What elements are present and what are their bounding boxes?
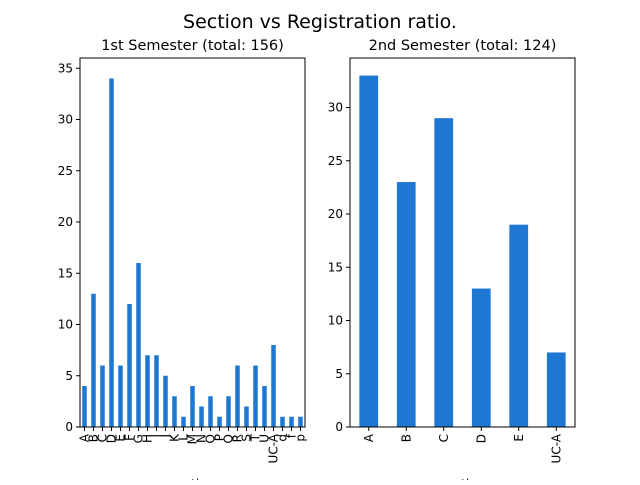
x-tick-label: D	[105, 434, 119, 443]
figure-suptitle: Section vs Registration ratio.	[183, 11, 457, 33]
bar-D	[471, 288, 491, 427]
x-tick-label: I	[150, 434, 164, 438]
y-tick-label: 5	[335, 367, 343, 381]
y-tick-label: 35	[58, 61, 73, 75]
x-tick-label: B	[87, 434, 101, 442]
x-tick-label: p	[294, 434, 308, 442]
x-tick-label: T	[249, 433, 263, 442]
bar-H	[145, 355, 150, 427]
bar-p	[298, 416, 303, 427]
bar-C	[434, 118, 454, 428]
x-tick-label: Q	[222, 434, 236, 443]
y-tick-label: 20	[328, 207, 343, 221]
bar-C	[100, 365, 105, 427]
x-tick-label: H	[141, 434, 155, 443]
x-tick-label: C	[437, 434, 451, 442]
bar-J	[163, 375, 168, 427]
x-tick-label: C	[96, 434, 110, 442]
bar-E	[118, 365, 123, 427]
y-tick-label: 30	[328, 101, 343, 115]
x-tick-label: O	[204, 434, 218, 443]
x-tick-label: S	[240, 434, 254, 442]
y-tick-label: 10	[328, 314, 343, 328]
bar-UC-A	[271, 345, 276, 427]
y-tick-label: 20	[58, 215, 73, 229]
x-tick-label: R	[231, 434, 245, 442]
x-tick-label: B	[399, 434, 413, 442]
bar-L	[181, 416, 186, 427]
bar-D	[109, 78, 114, 427]
x-tick-label: U	[258, 434, 272, 443]
subplot-2-frame	[349, 57, 576, 428]
x-tick-label: N	[195, 434, 209, 443]
x-tick-label: J	[159, 434, 173, 439]
bar-I	[154, 355, 159, 427]
bar-Q	[226, 396, 231, 427]
bar-E	[509, 224, 529, 427]
subplot-2: 2nd Semester (total: 124) 0 5 10 15 20 25 30 A B C…	[328, 38, 576, 485]
x-tick-label: F	[123, 434, 137, 441]
bar-F	[127, 304, 132, 427]
x-tick-label: E	[512, 434, 526, 442]
bar-G	[136, 263, 141, 427]
y-tick-label: 0	[335, 420, 343, 434]
bar-A	[359, 75, 379, 427]
y-tick-label: 30	[58, 113, 73, 127]
x-tick-label: UC-A	[549, 433, 563, 463]
bar-B	[396, 182, 416, 427]
x-tick-label: A	[362, 433, 376, 442]
subplot-1-title: 1st Semester (total: 156)	[101, 38, 284, 54]
y-tick-label: 25	[328, 154, 343, 168]
subplot-1: 1st Semester (total: 156) 0 5 10 15 20 25 30 35 A…	[58, 38, 308, 485]
x-tick-label: K	[168, 433, 182, 442]
y-tick-label: 15	[58, 266, 73, 280]
bar-K	[172, 396, 177, 427]
x-tick-label: M	[186, 434, 200, 444]
bar-S	[244, 406, 249, 427]
x-tick-label: E	[114, 434, 128, 442]
bar-N	[199, 406, 204, 427]
bar-T	[253, 365, 258, 427]
bar-O	[208, 396, 213, 427]
bar-A	[82, 386, 87, 427]
bar-R	[235, 365, 240, 427]
bar-d	[280, 416, 285, 427]
x-tick-label: P	[213, 434, 227, 441]
x-tick-label: UC-A	[267, 433, 281, 463]
bar-P	[217, 416, 222, 427]
x-tick-label: L	[177, 434, 191, 441]
subplot-2-title: 2nd Semester (total: 124)	[369, 38, 557, 54]
bar-U	[262, 386, 267, 427]
x-tick-label: A	[78, 433, 92, 442]
x-tick-label: f	[285, 433, 299, 438]
bar-UC-A	[546, 352, 566, 427]
y-tick-label: 25	[58, 164, 73, 178]
y-tick-label: 15	[328, 260, 343, 274]
y-tick-label: 10	[58, 318, 73, 332]
bar-M	[190, 386, 195, 427]
x-tick-label: G	[132, 434, 146, 443]
y-tick-label: 5	[65, 369, 73, 383]
y-tick-label: 0	[65, 420, 73, 434]
x-tick-label: D	[474, 434, 488, 443]
bar-B	[91, 293, 96, 427]
x-tick-label: d	[276, 434, 290, 442]
bar-f	[289, 416, 294, 427]
